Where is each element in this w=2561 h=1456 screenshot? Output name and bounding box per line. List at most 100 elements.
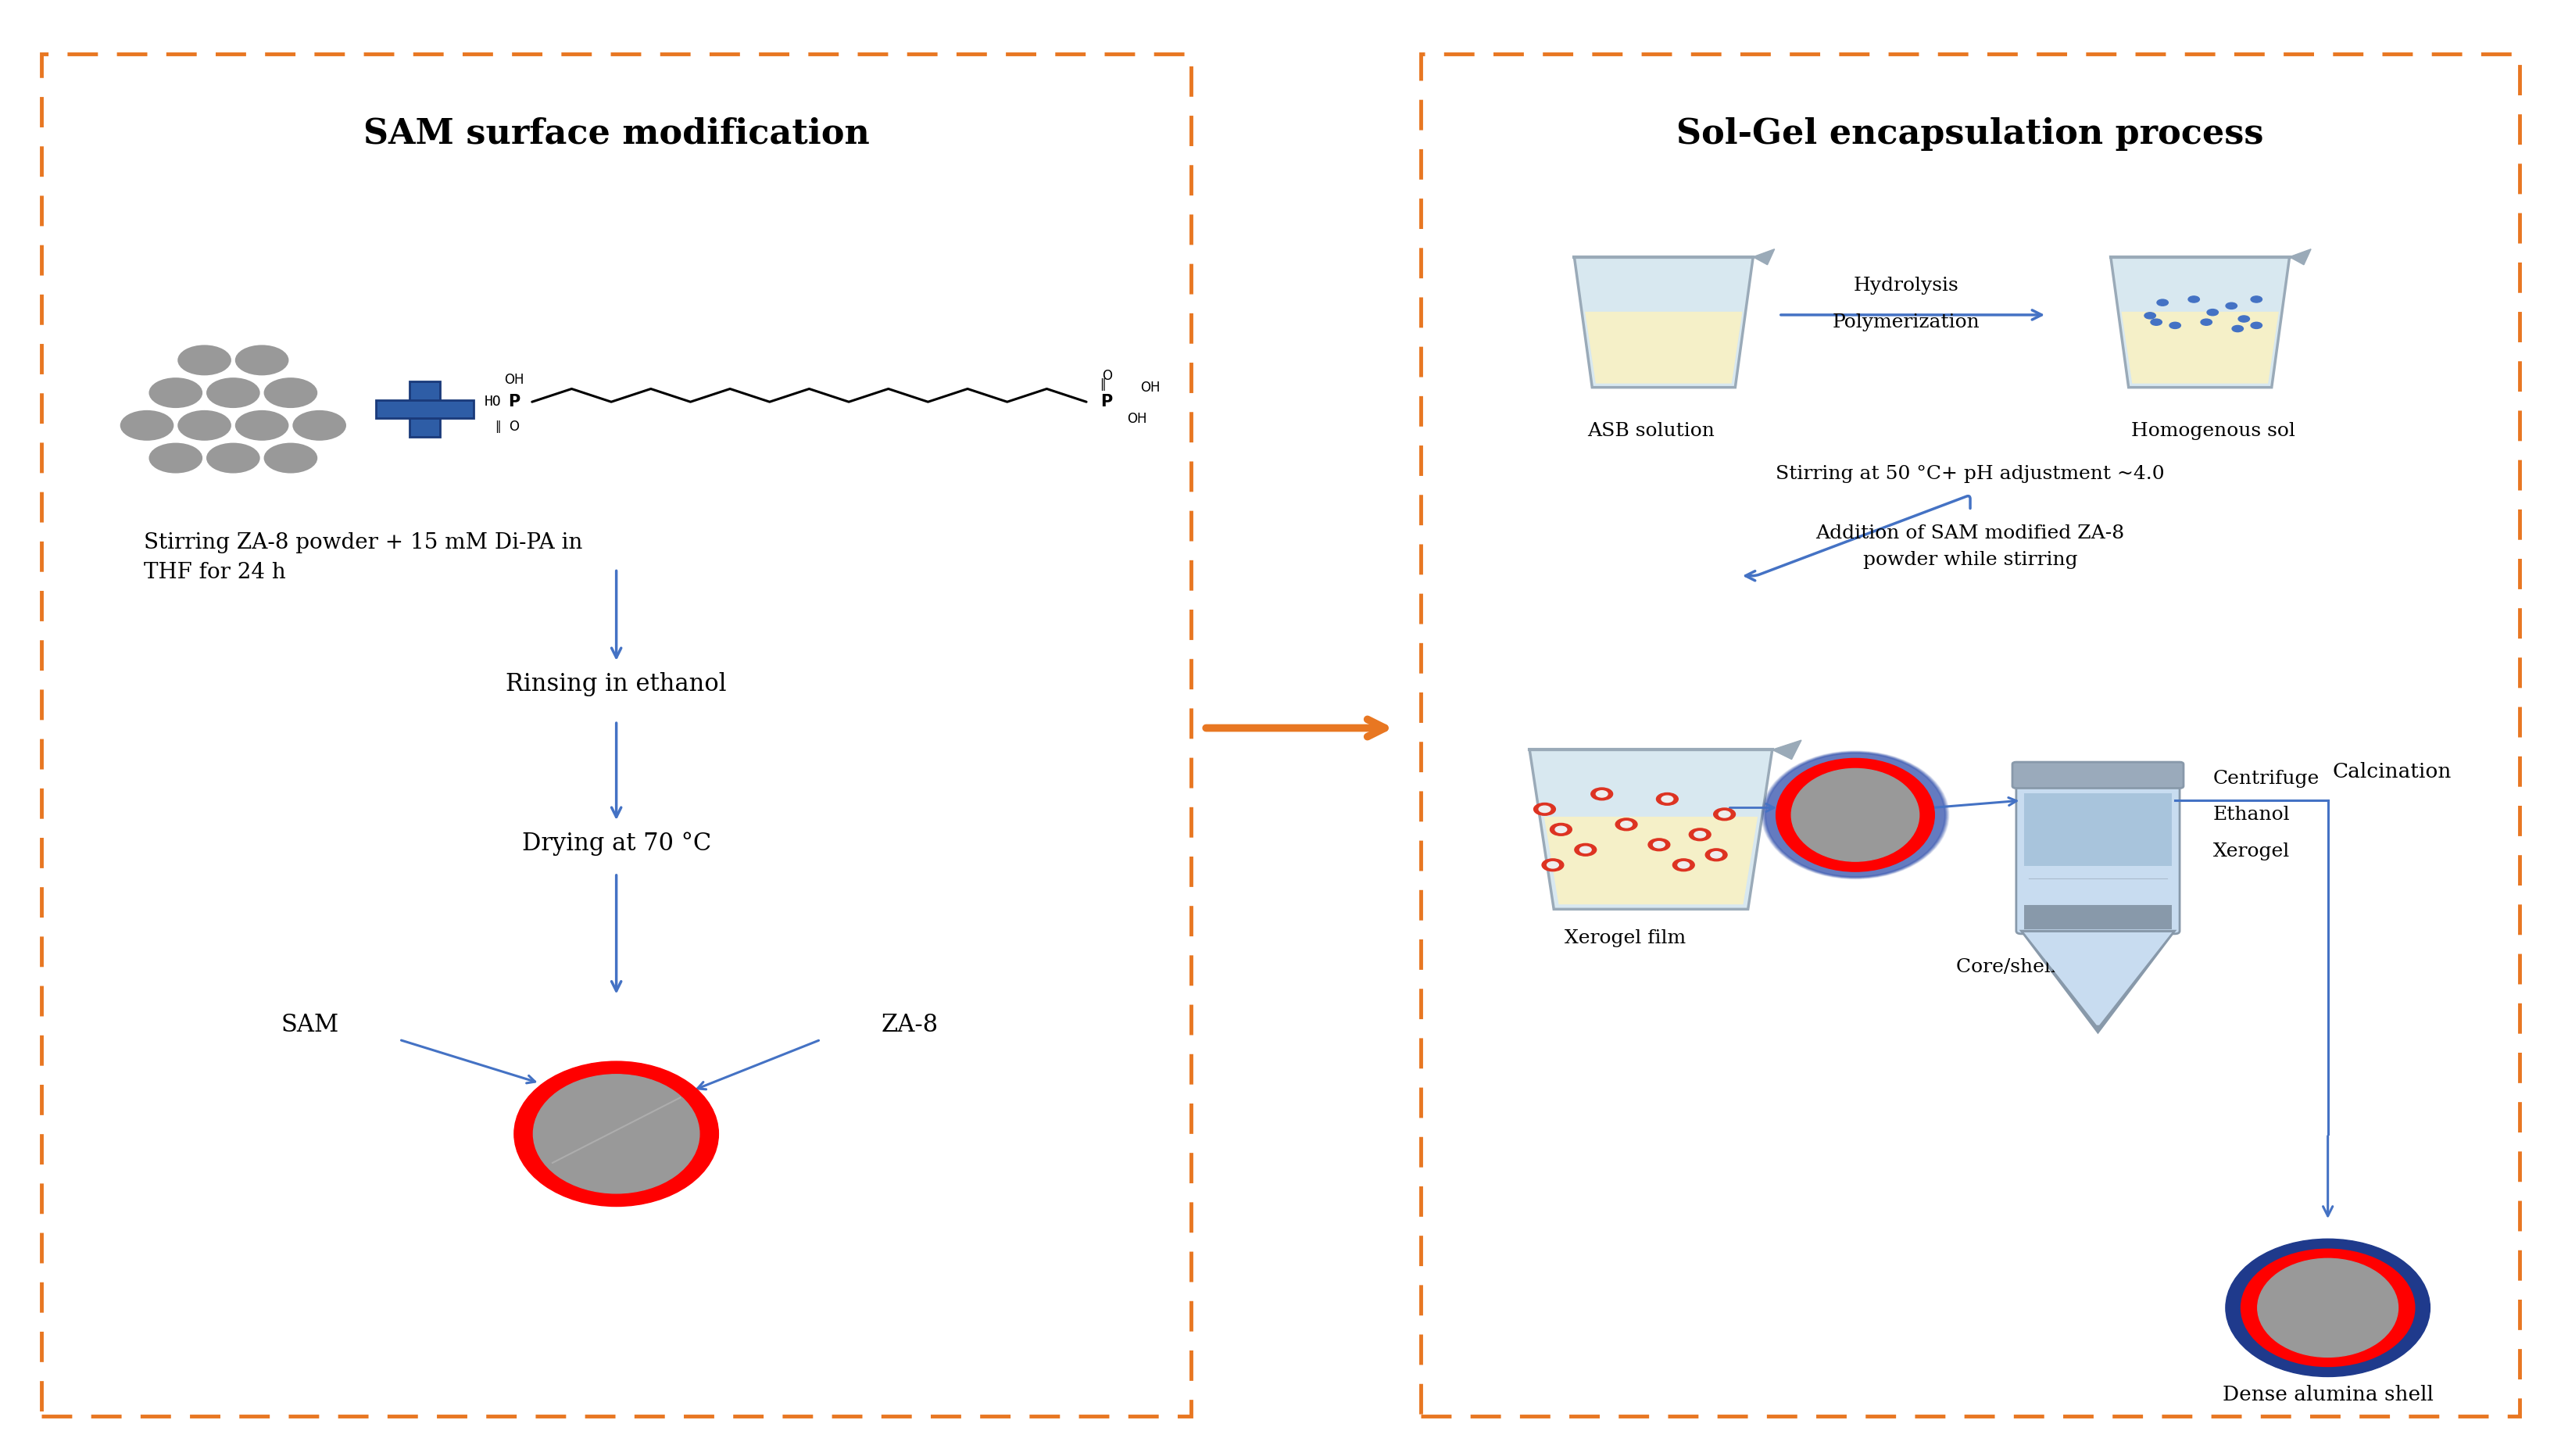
FancyBboxPatch shape xyxy=(2013,761,2185,788)
Ellipse shape xyxy=(1765,753,1946,878)
Text: SAM: SAM xyxy=(282,1013,338,1037)
Text: Homogenous sol: Homogenous sol xyxy=(2131,422,2295,440)
Ellipse shape xyxy=(1765,753,1946,877)
Text: O: O xyxy=(1101,368,1111,383)
Polygon shape xyxy=(1544,817,1757,904)
Text: Xerogel: Xerogel xyxy=(2213,842,2290,860)
Polygon shape xyxy=(2110,256,2290,387)
Text: HO: HO xyxy=(484,395,502,409)
Ellipse shape xyxy=(1555,826,1567,833)
Ellipse shape xyxy=(1718,811,1731,817)
Text: ‖: ‖ xyxy=(1101,379,1106,390)
Circle shape xyxy=(2251,322,2261,329)
Text: Calcination: Calcination xyxy=(2333,761,2451,782)
Text: Xerogel film: Xerogel film xyxy=(1565,929,1685,948)
Ellipse shape xyxy=(1767,753,1944,877)
Text: Ethanol: Ethanol xyxy=(2213,807,2290,824)
Ellipse shape xyxy=(1542,859,1565,871)
Ellipse shape xyxy=(2226,1239,2430,1376)
Ellipse shape xyxy=(2241,1249,2415,1367)
Polygon shape xyxy=(2023,904,2172,929)
Ellipse shape xyxy=(1654,842,1665,847)
Text: Sol-Gel encapsulation process: Sol-Gel encapsulation process xyxy=(1677,116,2264,150)
Text: Core/shell powder: Core/shell powder xyxy=(1957,958,2138,976)
Text: OH: OH xyxy=(505,373,525,387)
Text: ‖: ‖ xyxy=(494,421,499,432)
Ellipse shape xyxy=(1762,751,1946,878)
Ellipse shape xyxy=(533,1075,699,1194)
Ellipse shape xyxy=(1677,862,1690,868)
Polygon shape xyxy=(2021,930,2174,1032)
Ellipse shape xyxy=(1549,823,1572,836)
Ellipse shape xyxy=(1621,821,1631,827)
Text: Addition of SAM modified ZA-8
powder while stirring: Addition of SAM modified ZA-8 powder whi… xyxy=(1816,524,2126,569)
Text: Drying at 70 °C: Drying at 70 °C xyxy=(522,831,712,856)
Ellipse shape xyxy=(1765,753,1946,878)
Ellipse shape xyxy=(1713,808,1736,820)
Polygon shape xyxy=(2023,932,2172,1025)
Text: O: O xyxy=(510,419,520,434)
Circle shape xyxy=(2169,322,2182,329)
FancyBboxPatch shape xyxy=(1421,54,2520,1417)
Ellipse shape xyxy=(1616,818,1636,830)
Ellipse shape xyxy=(1777,759,1934,872)
Ellipse shape xyxy=(1711,852,1721,858)
Text: Hydrolysis: Hydrolysis xyxy=(1854,277,1959,296)
Ellipse shape xyxy=(1765,753,1944,877)
Circle shape xyxy=(177,411,230,441)
Polygon shape xyxy=(2121,312,2279,383)
Circle shape xyxy=(2208,309,2218,316)
Ellipse shape xyxy=(1790,769,1918,862)
Ellipse shape xyxy=(1539,807,1549,812)
Circle shape xyxy=(264,377,318,408)
Ellipse shape xyxy=(1590,788,1613,801)
FancyBboxPatch shape xyxy=(2016,783,2179,933)
Circle shape xyxy=(2251,296,2261,303)
Circle shape xyxy=(207,443,261,473)
Ellipse shape xyxy=(1765,753,1946,878)
Circle shape xyxy=(2151,319,2161,325)
Circle shape xyxy=(2144,313,2156,319)
FancyBboxPatch shape xyxy=(41,54,1191,1417)
Polygon shape xyxy=(1772,740,1800,760)
Circle shape xyxy=(2200,319,2213,325)
Text: P: P xyxy=(1101,395,1111,409)
Text: Centrifuge: Centrifuge xyxy=(2213,770,2320,788)
Ellipse shape xyxy=(1662,796,1672,802)
Circle shape xyxy=(264,443,318,473)
Ellipse shape xyxy=(1575,843,1596,856)
Text: Dense alumina shell: Dense alumina shell xyxy=(2223,1385,2433,1405)
Ellipse shape xyxy=(1762,751,1949,878)
Ellipse shape xyxy=(1762,751,1946,878)
Text: OH: OH xyxy=(1127,412,1147,427)
Text: Stirring at 50 °C+ pH adjustment ~4.0: Stirring at 50 °C+ pH adjustment ~4.0 xyxy=(1775,466,2164,483)
Ellipse shape xyxy=(515,1061,720,1207)
Circle shape xyxy=(120,411,174,441)
Polygon shape xyxy=(1585,312,1741,383)
Text: ASB solution: ASB solution xyxy=(1588,422,1713,440)
FancyBboxPatch shape xyxy=(410,381,440,437)
Text: OH: OH xyxy=(1140,380,1160,395)
Circle shape xyxy=(177,345,230,376)
Ellipse shape xyxy=(2259,1258,2397,1357)
Circle shape xyxy=(2233,326,2243,332)
Ellipse shape xyxy=(1690,828,1711,840)
FancyBboxPatch shape xyxy=(376,400,474,418)
Circle shape xyxy=(2238,316,2249,322)
Ellipse shape xyxy=(1657,794,1677,805)
Circle shape xyxy=(149,377,202,408)
Ellipse shape xyxy=(1596,791,1608,798)
Circle shape xyxy=(149,443,202,473)
Ellipse shape xyxy=(1580,846,1590,853)
Polygon shape xyxy=(1529,750,1772,909)
Circle shape xyxy=(2187,296,2200,303)
Circle shape xyxy=(292,411,346,441)
Ellipse shape xyxy=(1672,859,1695,871)
Ellipse shape xyxy=(1765,753,1946,878)
Circle shape xyxy=(2156,300,2169,306)
Polygon shape xyxy=(1754,249,1775,265)
Text: Stirring ZA-8 powder + 15 mM Di-PA in
THF for 24 h: Stirring ZA-8 powder + 15 mM Di-PA in TH… xyxy=(143,533,581,582)
Text: Polymerization: Polymerization xyxy=(1834,313,1980,331)
Ellipse shape xyxy=(1534,804,1555,815)
Text: Rinsing in ethanol: Rinsing in ethanol xyxy=(507,673,727,696)
